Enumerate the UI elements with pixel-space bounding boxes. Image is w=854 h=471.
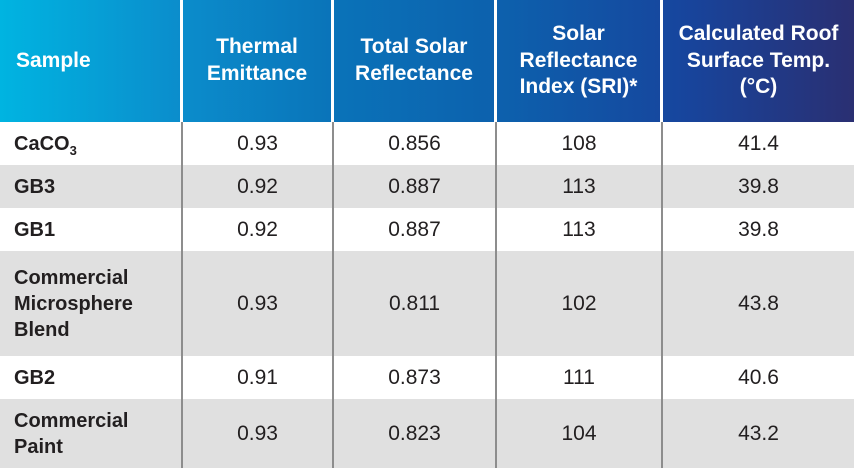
thermal-emittance-cell: 0.93: [183, 399, 334, 468]
column-header-total-solar-reflectance: Total Solar Reflectance: [334, 0, 497, 122]
thermal-emittance-cell: 0.91: [183, 356, 334, 399]
table-row: GB3 0.92 0.887 113 39.8: [0, 165, 854, 208]
column-header-label: Total Solar Reflectance: [355, 35, 473, 85]
sample-subscript: 3: [69, 142, 77, 158]
sample-cell: Commercial Microsphere Blend: [0, 251, 183, 356]
roof-temp-cell: 43.2: [738, 421, 779, 445]
column-header-roof-surface-temp: Calculated Roof Surface Temp. (°C): [663, 0, 854, 122]
column-header-label: Sample: [16, 48, 91, 72]
total-solar-reflectance-cell: 0.887: [334, 165, 497, 208]
thermal-emittance-cell: 0.93: [183, 122, 334, 165]
sample-name: GB2: [14, 366, 56, 389]
table-body: CaCO3 0.93 0.856 108 41.4 GB3 0.92 0.887…: [0, 122, 854, 468]
sample-name: Commercial Microsphere Blend: [14, 266, 133, 341]
table-row: GB2 0.91 0.873 111 40.6: [0, 356, 854, 399]
table-row: Commercial Paint 0.93 0.823 104 43.2: [0, 399, 854, 468]
sample-name: GB3: [14, 175, 56, 198]
sample-cell: GB2: [0, 356, 183, 399]
sample-cell: GB3: [0, 165, 183, 208]
column-header-thermal-emittance: Thermal Emittance: [183, 0, 334, 122]
table-row: CaCO3 0.93 0.856 108 41.4: [0, 122, 854, 165]
sample-name: GB1: [14, 218, 56, 241]
roof-temp-cell: 41.4: [738, 131, 779, 155]
column-header-label: Thermal Emittance: [206, 35, 308, 85]
sri-cell: 108: [497, 122, 663, 165]
table-row: Commercial Microsphere Blend 0.93 0.811 …: [0, 251, 854, 356]
total-solar-reflectance-cell: 0.887: [334, 208, 497, 251]
roof-temp-cell: 39.8: [738, 217, 779, 241]
thermal-emittance-cell: 0.93: [183, 251, 334, 356]
sri-cell: 104: [497, 399, 663, 468]
sample-name: Commercial Paint: [14, 409, 129, 458]
column-header-sri: Solar Reflectance Index (SRI)*: [497, 0, 663, 122]
sri-cell: 102: [497, 251, 663, 356]
sri-cell: 113: [497, 208, 663, 251]
column-header-sample: Sample: [0, 0, 183, 122]
roof-temp-cell: 39.8: [738, 174, 779, 198]
total-solar-reflectance-cell: 0.873: [334, 356, 497, 399]
roof-temp-cell: 40.6: [738, 365, 779, 389]
sample-cell: CaCO3: [0, 122, 183, 165]
total-solar-reflectance-cell: 0.823: [334, 399, 497, 468]
table-header-row: Sample Thermal Emittance Total Solar Ref…: [0, 0, 854, 122]
thermal-emittance-cell: 0.92: [183, 208, 334, 251]
sri-cell: 111: [497, 356, 663, 399]
column-header-label: Solar Reflectance Index (SRI)*: [519, 21, 638, 99]
sample-name: CaCO3: [14, 132, 77, 158]
roof-temp-cell: 43.8: [738, 291, 779, 315]
sri-cell: 113: [497, 165, 663, 208]
table-row: GB1 0.92 0.887 113 39.8: [0, 208, 854, 251]
thermal-emittance-cell: 0.92: [183, 165, 334, 208]
total-solar-reflectance-cell: 0.811: [334, 251, 497, 356]
column-header-label: Calculated Roof Surface Temp. (°C): [678, 21, 839, 99]
sample-cell: GB1: [0, 208, 183, 251]
total-solar-reflectance-cell: 0.856: [334, 122, 497, 165]
sample-cell: Commercial Paint: [0, 399, 183, 468]
